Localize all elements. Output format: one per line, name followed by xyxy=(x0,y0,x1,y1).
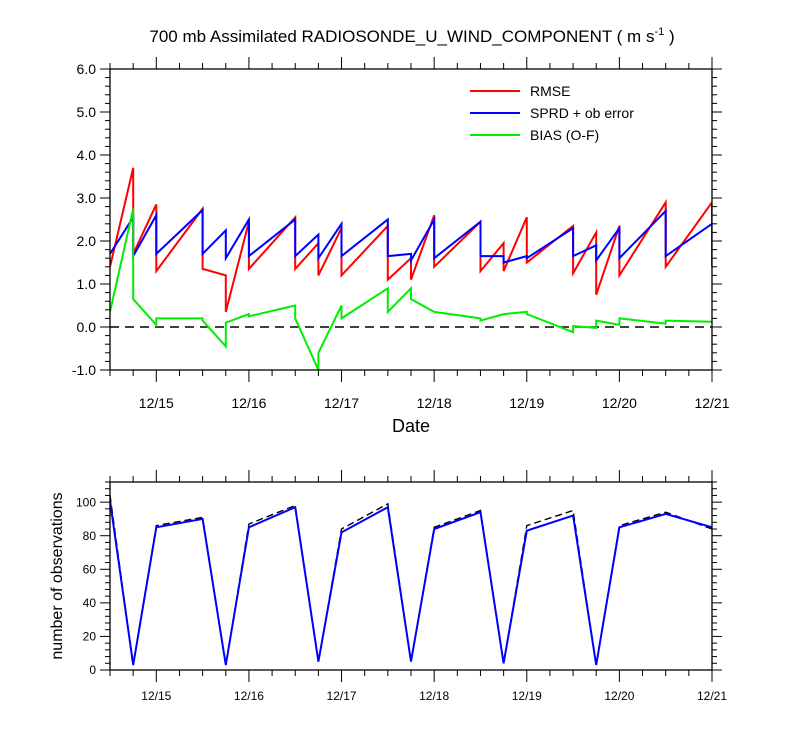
y-tick-label: 6.0 xyxy=(77,61,97,77)
series-line-1 xyxy=(110,500,712,666)
series-line-sprd-ob-error xyxy=(110,207,712,265)
plot-frame xyxy=(109,481,713,671)
x-tick-label: 12/18 xyxy=(419,689,449,703)
bottom-plot-panel: 0 20 40 60 80 100 12/15 12/16 12/17 12/18 12/19 12/… xyxy=(49,470,727,703)
x-tick-label: 12/19 xyxy=(509,395,544,411)
y-tick-label: 3.0 xyxy=(77,190,97,206)
x-tick-label: 12/21 xyxy=(697,689,727,703)
x-tick-label: 12/19 xyxy=(512,689,542,703)
title-superscript: -1 xyxy=(654,26,664,38)
x-tick-label: 12/17 xyxy=(327,689,357,703)
y-tick-label: 0 xyxy=(89,663,96,677)
legend-label: RMSE xyxy=(530,83,570,99)
x-tick-label: 12/15 xyxy=(141,689,171,703)
x-tick-label: 12/16 xyxy=(231,395,266,411)
y-tick-label: 5.0 xyxy=(77,104,97,120)
y-tick-label: 1.0 xyxy=(77,276,97,292)
x-tick-label: 12/15 xyxy=(139,395,174,411)
title-main: 700 mb Assimilated RADIOSONDE_U_WIND_COM… xyxy=(149,27,654,46)
y-tick-label: 2.0 xyxy=(77,233,97,249)
y-axis-title: number of observations xyxy=(49,492,66,659)
top-plot-panel: -1.0 0.0 1.0 2.0 3.0 4.0 5.0 6.0 12/15 12/16 12/17… xyxy=(72,57,730,436)
title-end: ) xyxy=(664,27,674,46)
y-tick-label: 0.0 xyxy=(77,319,97,335)
y-tick-label: 20 xyxy=(83,630,97,644)
x-tick-label: 12/21 xyxy=(694,395,729,411)
legend-label: BIAS (O-F) xyxy=(530,127,599,143)
figure-title: 700 mb Assimilated RADIOSONDE_U_WIND_COM… xyxy=(149,26,674,46)
x-tick-label: 12/18 xyxy=(417,395,452,411)
x-tick-label: 12/17 xyxy=(324,395,359,411)
y-tick-label: 4.0 xyxy=(77,147,97,163)
y-tick-label: 60 xyxy=(83,562,97,576)
x-axis-title: Date xyxy=(392,416,430,436)
legend-label: SPRD + ob error xyxy=(530,105,634,121)
x-tick-label: 12/20 xyxy=(602,395,637,411)
y-tick-label: 100 xyxy=(76,495,96,509)
x-tick-label: 12/20 xyxy=(604,689,634,703)
x-tick-label: 12/16 xyxy=(234,689,264,703)
y-tick-label: -1.0 xyxy=(72,362,96,378)
y-tick-label: 40 xyxy=(83,596,97,610)
y-tick-label: 80 xyxy=(83,529,97,543)
series-line-0 xyxy=(110,495,712,666)
series-line-bias-o-f xyxy=(110,208,712,371)
